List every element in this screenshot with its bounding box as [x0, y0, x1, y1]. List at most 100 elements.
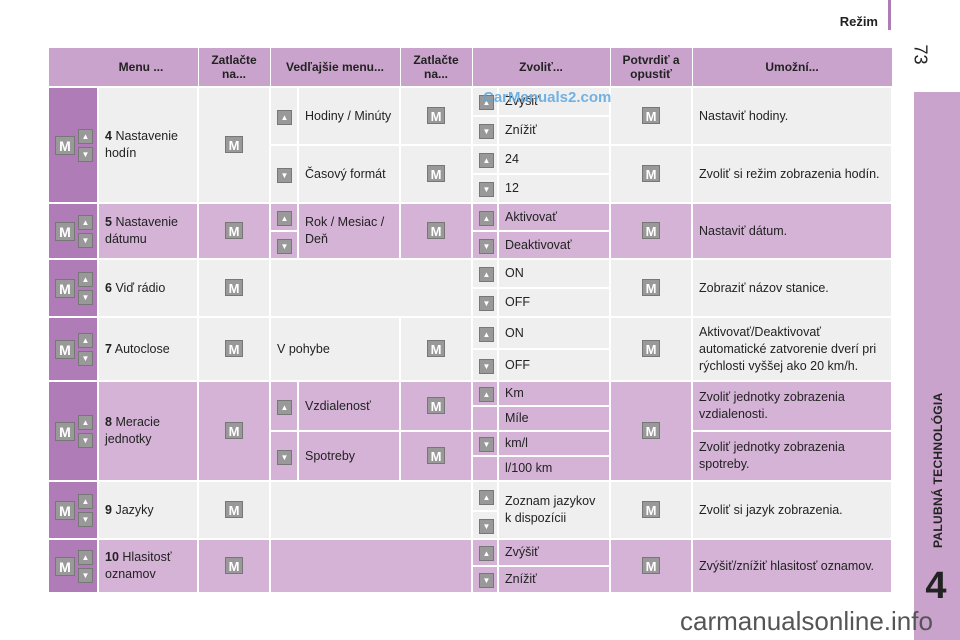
m-key-icon: M: [427, 221, 446, 239]
watermark-top: CarManuals2.com: [483, 89, 612, 106]
table-row: M ▲ ▼ 4 Nastavenie hodín M ▲ Hodiny / Min…: [47, 86, 894, 204]
down-arrow-icon: ▼: [78, 432, 93, 448]
menu-control: M ▲ ▼: [47, 380, 99, 482]
down-arrow-icon: ▼: [78, 232, 93, 248]
submenu-item: Rok / Mesiac / Deň: [297, 202, 402, 260]
col-select: Zvoliť...: [471, 47, 611, 88]
down-arrow-icon: ▼: [277, 238, 293, 254]
m-key-icon: M: [427, 339, 446, 357]
down-arrow-icon: ▼: [479, 573, 495, 588]
up-arrow-icon: ▲: [277, 210, 293, 226]
m-key-icon: M: [427, 164, 446, 182]
down-arrow-icon: ▼: [78, 567, 93, 583]
m-key-icon: M: [225, 339, 244, 357]
down-arrow-icon: ▼: [479, 124, 495, 139]
up-arrow-icon: ▲: [78, 549, 93, 565]
m-key-icon: M: [642, 221, 661, 239]
table-row: M ▲ ▼ 6 Viď rádio M ▲ ON M Zobraziť názov…: [47, 258, 894, 318]
table-header: Menu ... Zatlačte na... Vedľajšie menu..…: [47, 47, 893, 88]
result-text: Zvoliť jednotky zobrazenia vzdialenosti.: [691, 380, 894, 432]
up-arrow-icon: ▲: [479, 210, 495, 226]
m-key-icon: M: [225, 500, 244, 518]
chapter-label: PALUBNÁ TECHNOLÓGIA: [931, 392, 945, 548]
page-number: 73: [910, 44, 931, 65]
down-arrow-icon: ▼: [479, 518, 495, 534]
m-key-icon: M: [225, 556, 244, 574]
table-row: M ▲ ▼ 9 Jazyky M ▲ Zoznam jazykov k dispo…: [47, 480, 894, 540]
up-arrow-icon: ▲: [78, 493, 93, 509]
up-arrow-icon: ▲: [277, 109, 293, 125]
m-key-icon: M: [225, 278, 244, 296]
menu-item: 6 Viď rádio: [96, 258, 200, 318]
m-key-icon: M: [427, 396, 446, 414]
menu-item: 9 Jazyky: [96, 480, 200, 540]
table-row: ▼ Znížiť: [48, 565, 892, 594]
up-arrow-icon: ▲: [78, 214, 93, 230]
menu-control: M ▲ ▼: [47, 258, 99, 318]
m-key-icon: M: [642, 106, 661, 124]
chapter-side-tab: [914, 92, 960, 640]
option: OFF: [497, 348, 612, 382]
menu-item: 7 Autoclose: [96, 316, 200, 382]
table-row: Míle: [48, 405, 892, 432]
table-row: ▼ Časový formát M ▲ 24 M Zvoliť si režim…: [48, 144, 894, 204]
menu-item: 5 Nastavenie dátumu: [96, 202, 200, 260]
m-key-icon: M: [642, 339, 661, 357]
table-row: l/100 km: [48, 455, 892, 482]
down-arrow-icon: ▼: [277, 167, 293, 183]
table-row: ▼ Znížiť: [48, 115, 892, 146]
result-text: Nastaviť dátum.: [691, 202, 894, 260]
section-title: Režim: [839, 14, 878, 29]
settings-menu-table: Menu ... Zatlačte na... Vedľajšie menu..…: [47, 47, 894, 594]
option: km/l: [497, 430, 612, 457]
submenu-item: Vzdialenosť: [297, 380, 402, 432]
up-arrow-icon: ▲: [479, 489, 495, 505]
m-key-icon: M: [55, 556, 75, 576]
up-arrow-icon: ▲: [479, 267, 495, 282]
m-key-icon: M: [642, 164, 661, 182]
option: ON: [497, 316, 612, 350]
down-arrow-icon: ▼: [277, 449, 293, 465]
option: Znížiť: [497, 565, 612, 594]
option: Zvýšiť: [497, 86, 612, 117]
m-key-icon: M: [55, 339, 75, 359]
down-arrow-icon: ▼: [479, 182, 495, 197]
table-row: ▼ ▼ Deaktivovať: [48, 230, 892, 260]
up-arrow-icon: ▲: [78, 271, 93, 287]
table-row: M ▲ ▼ 10 Hlasitosť oznamov M ▲ Zvýšiť M Z…: [47, 538, 894, 594]
down-arrow-icon: ▼: [479, 437, 495, 452]
option: Znížiť: [497, 115, 612, 146]
m-key-icon: M: [427, 446, 446, 464]
result-text: Zvoliť jednotky zobrazenia spotreby.: [691, 430, 894, 482]
option: ON: [497, 258, 612, 289]
up-arrow-icon: ▲: [479, 326, 495, 342]
submenu-item: V pohybe: [269, 316, 402, 382]
m-key-icon: M: [427, 106, 446, 124]
table-row: ▼: [48, 510, 892, 540]
m-key-icon: M: [225, 221, 244, 239]
col-enables: Umožní...: [691, 47, 893, 88]
down-arrow-icon: ▼: [78, 350, 93, 366]
watermark-bottom: carmanualsonline.info: [680, 606, 933, 636]
submenu-item: Hodiny / Minúty: [297, 86, 402, 146]
menu-item: 4 Nastavenie hodín: [96, 86, 200, 204]
m-key-icon: M: [642, 500, 661, 518]
col-confirm: Potvrdiť a opustiť: [609, 47, 693, 88]
col-press-1: Zatlačte na...: [197, 47, 271, 88]
result-text: Nastaviť hodiny.: [691, 86, 894, 146]
down-arrow-icon: ▼: [479, 296, 495, 311]
up-arrow-icon: ▲: [479, 95, 495, 110]
option: l/100 km: [497, 455, 612, 482]
chapter-number: 4: [925, 565, 947, 607]
up-arrow-icon: ▲: [78, 332, 93, 348]
down-arrow-icon: ▼: [78, 289, 93, 305]
col-menu: Menu ...: [47, 47, 199, 88]
table-row: M ▲ ▼ 5 Nastavenie dátumu M ▲ Rok / Mesia…: [47, 202, 894, 260]
table-row: M ▲ ▼ 8 Meracie jednotky M ▲ Vzdialenosť …: [47, 380, 894, 482]
option: Deaktivovať: [497, 230, 612, 260]
up-arrow-icon: ▲: [78, 128, 93, 144]
table-row: ▼ Spotreby M ▼ km/l Zvoliť jednotky zobr…: [48, 430, 894, 482]
option: 24: [497, 144, 612, 175]
option: Míle: [497, 405, 612, 432]
down-arrow-icon: ▼: [479, 358, 495, 374]
